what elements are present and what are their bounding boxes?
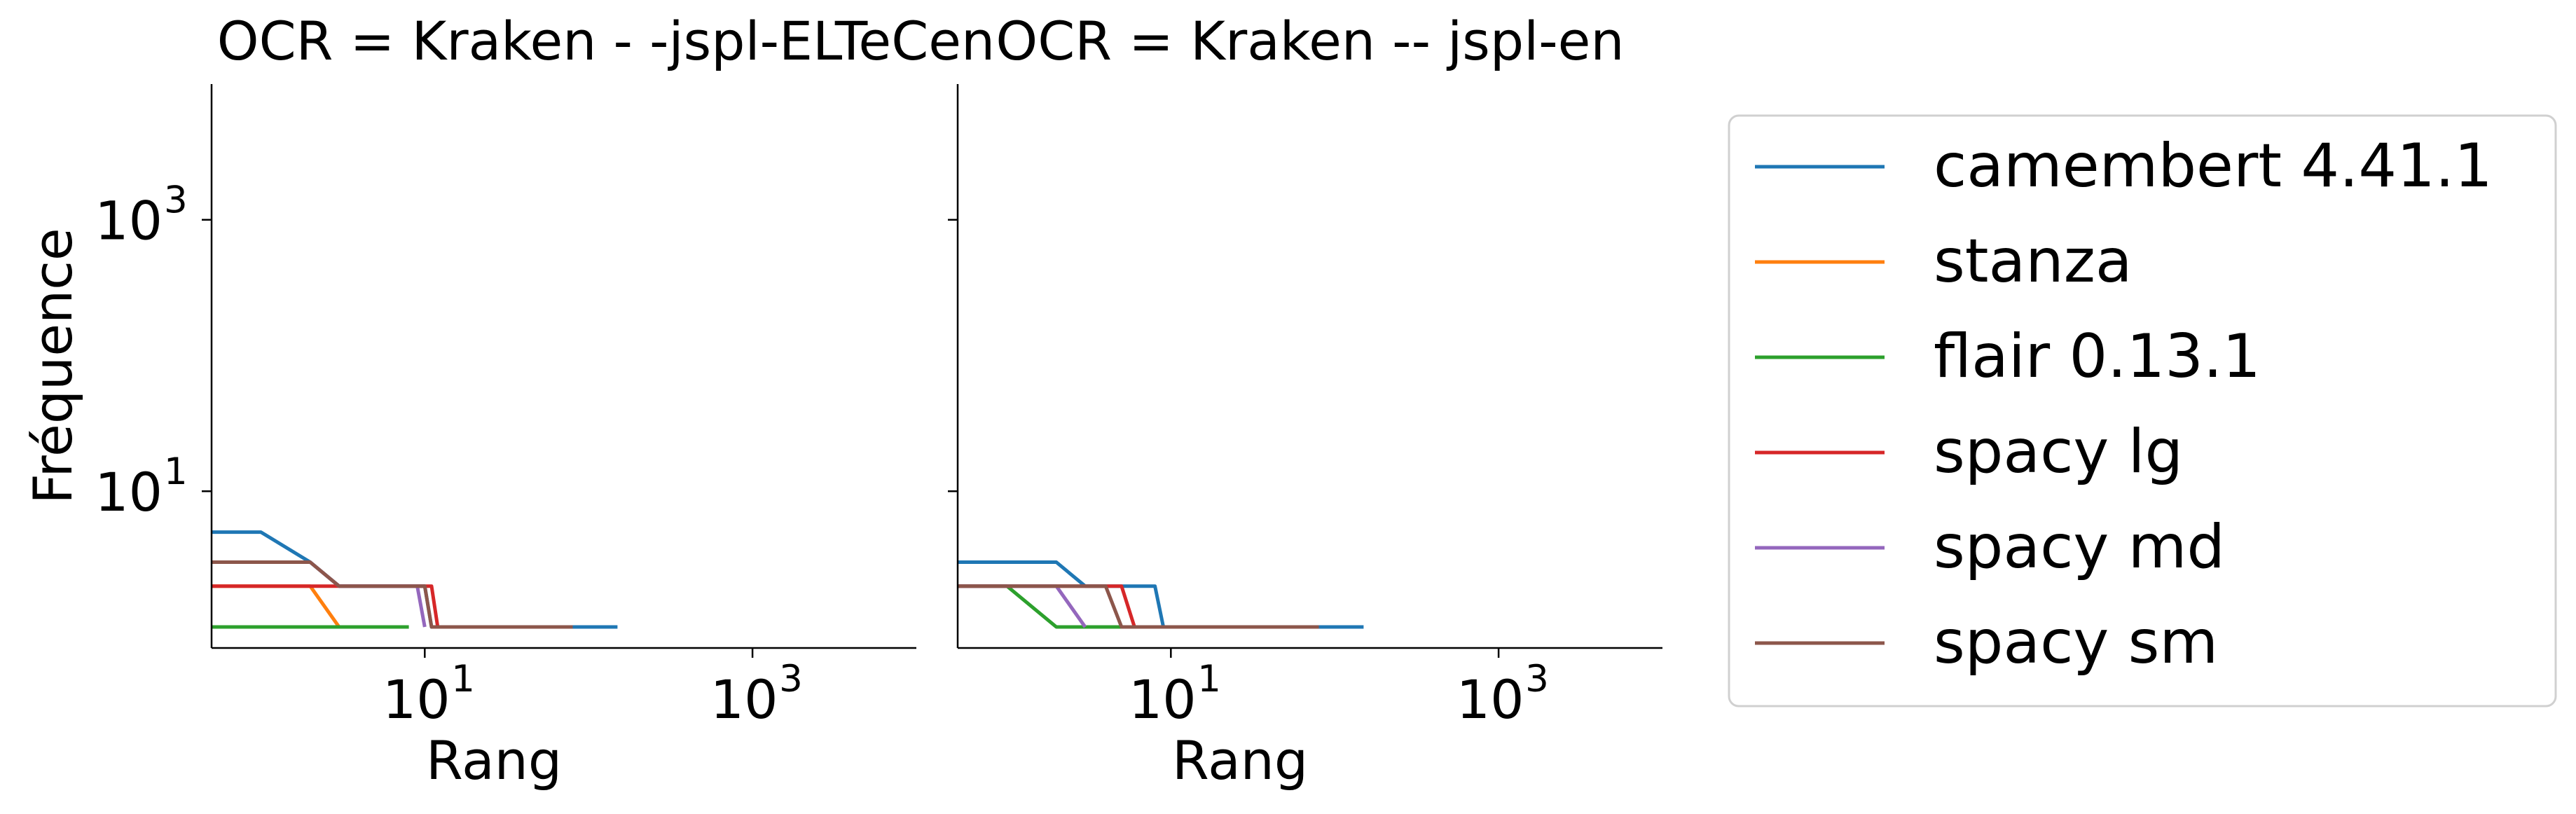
x-axis-label: Rang [426, 729, 562, 792]
series-line-camembert-4-41-1 [212, 530, 618, 629]
x-tick-exponent: 3 [779, 658, 803, 701]
legend-entry: spacy lg [1755, 417, 2183, 487]
legend-label: spacy md [1934, 512, 2225, 582]
legend-entry: spacy sm [1755, 607, 2218, 677]
series-line-spacy-md [958, 584, 1087, 628]
x-tick-label: 10 [710, 668, 778, 731]
legend-entry: stanza [1755, 226, 2133, 296]
x-tick-label: 10 [383, 668, 450, 731]
x-axis-label: Rang [1172, 729, 1308, 792]
y-axis-label-layer: Fréquence [22, 228, 84, 504]
series-line-stanza [212, 584, 341, 628]
x-tick-exponent: 1 [451, 658, 475, 701]
y-tick-exponent: 3 [164, 179, 188, 222]
x-tick-label: 10 [1129, 668, 1197, 731]
legend: camembert 4.41.1 stanza flair 0.13.1 spacy … [1728, 114, 2557, 708]
y-tick-label: 10 [95, 190, 163, 252]
legend-entry: flair 0.13.1 [1755, 322, 2261, 392]
series-line-spacy-sm [958, 584, 1319, 629]
legend-frame [1728, 114, 2557, 708]
panel-title: OCR = Kraken - -jspl-ELTeCen [217, 10, 995, 72]
legend-label: spacy lg [1934, 417, 2183, 487]
legend-label: camembert 4.41.1 [1934, 131, 2493, 201]
series-line-flair-0-13-1 [958, 584, 1122, 629]
x-tick-exponent: 3 [1525, 658, 1549, 701]
legend-label: flair 0.13.1 [1934, 322, 2261, 392]
x-tick-exponent: 1 [1197, 658, 1221, 701]
legend-label: spacy sm [1934, 607, 2218, 677]
series-line-spacy-sm [212, 560, 573, 629]
y-axis-label: Fréquence [22, 228, 84, 504]
x-tick-label: 10 [1456, 668, 1524, 731]
y-tick-exponent: 1 [164, 450, 188, 493]
y-tick-label: 10 [95, 461, 163, 523]
legend-entry: spacy md [1755, 512, 2225, 582]
legend-label: stanza [1934, 226, 2133, 296]
legend-entry: camembert 4.41.1 [1755, 131, 2493, 201]
panel-title: OCR = Kraken -- jspl-en [996, 10, 1624, 72]
series-line-camembert-4-41-1 [958, 560, 1364, 629]
